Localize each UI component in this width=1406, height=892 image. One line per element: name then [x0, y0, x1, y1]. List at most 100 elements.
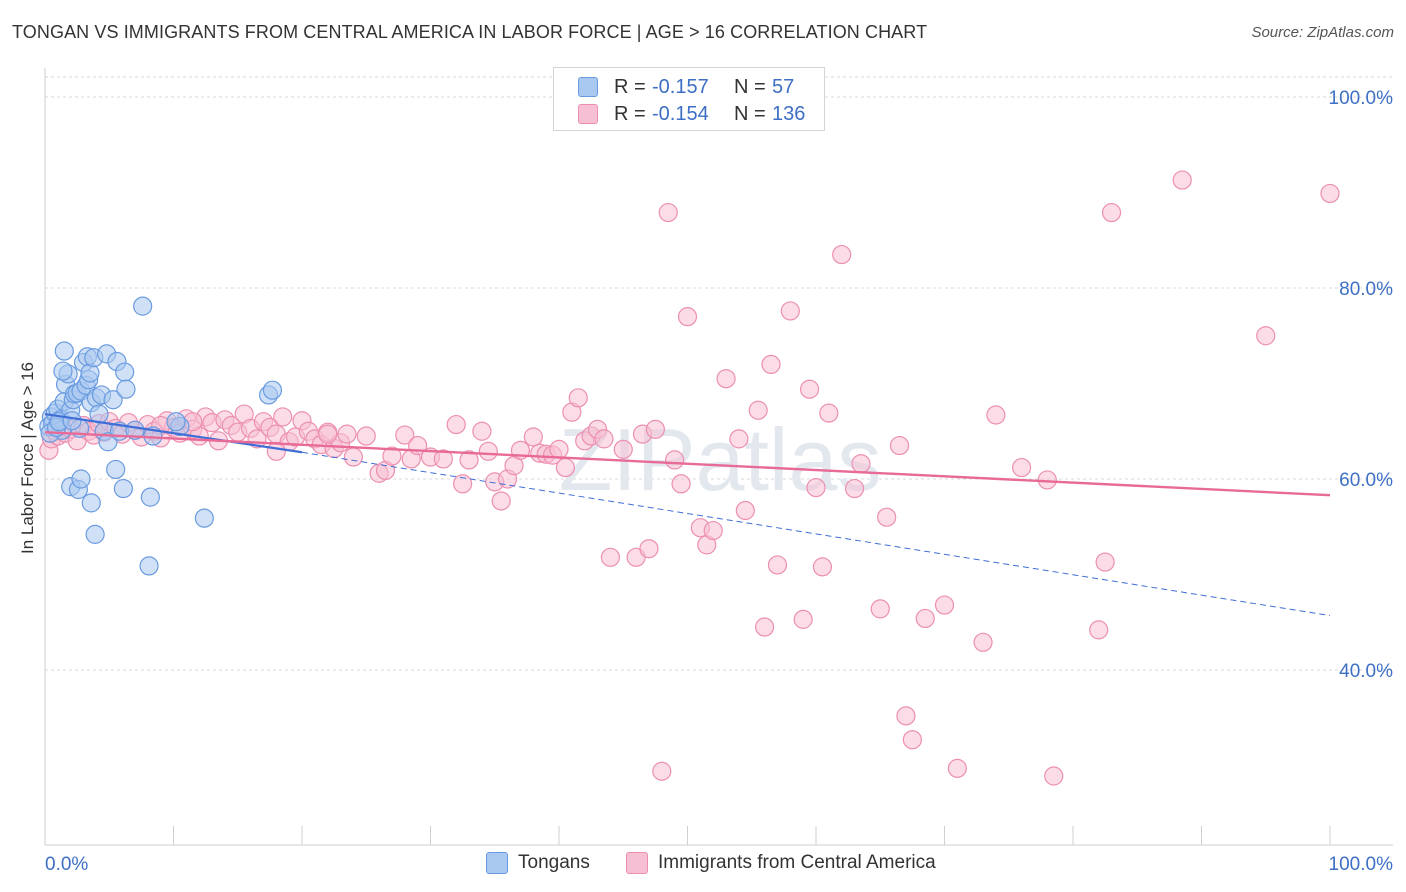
- data-point: [62, 411, 82, 431]
- y-tick-label: 60.0%: [1339, 470, 1393, 491]
- data-point: [652, 761, 672, 781]
- data-point: [729, 429, 749, 449]
- data-point: [71, 469, 91, 489]
- data-point: [106, 459, 126, 480]
- legend-swatch-tongans: [486, 852, 508, 874]
- data-point: [889, 435, 910, 456]
- data-point: [140, 487, 160, 507]
- data-point: [754, 617, 775, 637]
- data-point: [819, 403, 839, 423]
- trend-line-tongans: [44, 412, 303, 454]
- data-point: [115, 362, 135, 382]
- legend-swatch-immigrants: [626, 852, 648, 874]
- stats-legend: R = -0.157 N = 57 R = -0.154 N = 136: [553, 67, 825, 131]
- data-point: [793, 609, 813, 629]
- series-legend: Tongans Immigrants from Central America: [0, 852, 1406, 878]
- trend-line-immigrants: [44, 431, 1331, 497]
- data-point: [194, 508, 214, 528]
- data-point: [799, 379, 820, 399]
- legend-swatch-tongans: [578, 77, 598, 97]
- n-value: 57: [772, 75, 795, 98]
- data-point: [433, 449, 453, 469]
- data-point: [382, 446, 402, 466]
- data-point: [832, 244, 852, 265]
- trend-line-tongans-extension: [301, 451, 1331, 617]
- data-point: [81, 493, 101, 513]
- data-point: [446, 414, 466, 435]
- data-point: [748, 400, 768, 420]
- data-point: [116, 379, 136, 399]
- data-point: [761, 354, 781, 374]
- legend-item-tongans[interactable]: Tongans: [486, 852, 590, 874]
- data-point: [262, 380, 283, 400]
- data-point: [735, 500, 755, 521]
- data-point: [478, 441, 498, 461]
- data-point: [658, 202, 678, 223]
- data-point: [337, 424, 357, 444]
- data-point: [1089, 620, 1109, 640]
- data-point: [1101, 202, 1122, 223]
- data-point: [973, 632, 993, 652]
- data-point: [767, 555, 788, 575]
- legend-label: Immigrants from Central America: [658, 852, 936, 873]
- n-label: N =: [734, 75, 766, 98]
- data-point: [133, 296, 153, 316]
- data-point: [395, 425, 415, 445]
- data-point: [1044, 766, 1064, 786]
- legend-label: Tongans: [518, 852, 590, 873]
- y-tick-label: 80.0%: [1339, 279, 1393, 300]
- legend-row-tongans: R = -0.157 N = 57: [578, 74, 794, 100]
- data-point: [53, 361, 73, 381]
- data-point: [1172, 170, 1192, 190]
- data-point: [902, 730, 922, 750]
- data-point: [113, 478, 133, 499]
- y-tick-label: 100.0%: [1329, 88, 1394, 109]
- data-point: [85, 524, 105, 544]
- y-tick-label: 40.0%: [1339, 661, 1393, 682]
- n-value: 136: [772, 102, 806, 125]
- r-label: R =: [614, 75, 646, 98]
- data-point: [851, 454, 871, 474]
- data-point: [343, 447, 363, 467]
- data-point: [600, 547, 621, 567]
- data-point: [103, 390, 123, 410]
- data-point: [453, 474, 473, 494]
- legend-swatch-immigrants: [578, 104, 598, 124]
- data-point: [273, 407, 293, 427]
- legend-item-immigrants[interactable]: Immigrants from Central America: [626, 852, 936, 874]
- y-axis-label: In Labor Force | Age > 16: [18, 361, 37, 555]
- r-value: -0.154: [652, 102, 709, 125]
- data-point: [1011, 457, 1032, 478]
- data-point: [549, 439, 569, 459]
- source-credit: Source: ZipAtlas.com: [1251, 24, 1394, 41]
- data-point: [1256, 326, 1276, 346]
- data-point: [896, 706, 916, 726]
- data-point: [703, 520, 723, 541]
- data-point: [934, 595, 955, 615]
- data-point: [665, 450, 685, 470]
- data-point: [780, 301, 800, 321]
- data-point: [613, 439, 633, 459]
- data-point: [594, 429, 614, 449]
- legend-row-immigrants: R = -0.154 N = 136: [578, 101, 805, 127]
- x-tick-label: 100.0%: [1329, 854, 1394, 875]
- data-point: [870, 599, 890, 619]
- data-point: [677, 307, 698, 327]
- data-point: [1320, 183, 1340, 204]
- r-value: -0.157: [652, 75, 709, 98]
- data-point: [671, 474, 691, 494]
- data-point: [877, 507, 897, 527]
- data-point: [806, 477, 826, 498]
- data-point: [986, 405, 1006, 425]
- data-point: [716, 369, 736, 389]
- n-label: N =: [734, 102, 766, 125]
- data-point: [947, 758, 967, 778]
- data-point: [812, 557, 833, 577]
- data-point: [472, 421, 492, 441]
- data-point: [356, 426, 376, 446]
- data-point: [639, 539, 659, 559]
- data-point: [568, 388, 588, 408]
- data-point: [318, 424, 338, 444]
- r-label: R =: [614, 102, 646, 125]
- chart-title: TONGAN VS IMMIGRANTS FROM CENTRAL AMERIC…: [12, 22, 928, 42]
